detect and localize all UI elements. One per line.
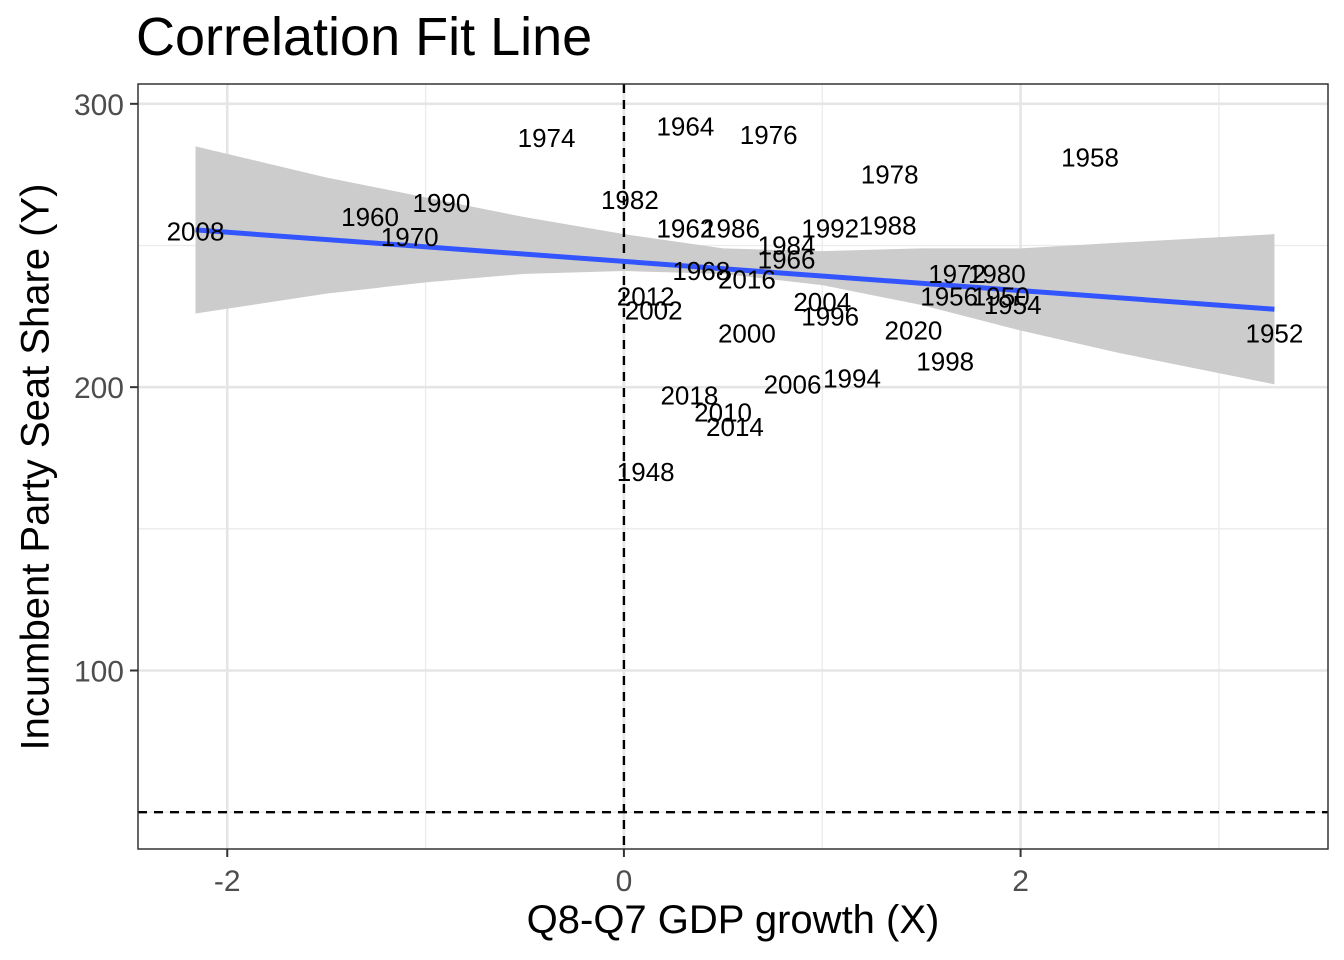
point-label-1954: 1954 bbox=[984, 290, 1042, 320]
point-label-1998: 1998 bbox=[916, 347, 974, 377]
point-label-1990: 1990 bbox=[413, 188, 471, 218]
chart-title: Correlation Fit Line bbox=[136, 7, 593, 67]
point-label-2012: 2012 bbox=[617, 282, 675, 312]
point-label-1976: 1976 bbox=[740, 120, 798, 150]
confidence-band bbox=[195, 146, 1275, 385]
point-labels: 2008 1960 1990 1970 1974 1964 1976 198219621986… bbox=[167, 112, 1304, 488]
x-tick-label: 0 bbox=[616, 865, 633, 898]
point-label-2008: 2008 bbox=[167, 216, 225, 246]
point-label-2020: 2020 bbox=[885, 316, 943, 346]
fit-line bbox=[195, 227, 1275, 312]
point-label-1978: 1978 bbox=[861, 160, 919, 190]
point-label-2006: 2006 bbox=[764, 369, 822, 399]
point-label-1974: 1974 bbox=[518, 123, 576, 153]
fit-line-group bbox=[195, 227, 1275, 312]
point-label-2004: 2004 bbox=[793, 287, 851, 317]
axes-frame bbox=[137, 83, 1329, 850]
point-label-1968: 1968 bbox=[672, 256, 730, 286]
point-label-2014: 2014 bbox=[706, 412, 764, 442]
y-axis-title: Incumbent Party Seat Share (Y) bbox=[13, 183, 58, 751]
point-label-1984: 1984 bbox=[758, 231, 816, 261]
point-label-1988: 1988 bbox=[859, 211, 917, 241]
x-tick-label: 2 bbox=[1012, 865, 1029, 898]
point-label-1966: 1966 bbox=[758, 245, 816, 275]
x-tick-label: -2 bbox=[214, 865, 241, 898]
point-label-2018: 2018 bbox=[660, 381, 718, 411]
point-label-1964: 1964 bbox=[656, 112, 714, 142]
panel-border bbox=[137, 83, 1329, 850]
point-label-1950: 1950 bbox=[972, 282, 1030, 312]
y-tick-label: 100 bbox=[74, 656, 124, 689]
point-label-1996: 1996 bbox=[801, 301, 859, 331]
point-label-1992: 1992 bbox=[801, 214, 859, 244]
point-label-1956: 1956 bbox=[920, 282, 978, 312]
point-label-1970: 1970 bbox=[381, 222, 439, 252]
point-label-1952: 1952 bbox=[1246, 318, 1304, 348]
point-label-1982: 1982 bbox=[601, 185, 659, 215]
point-label-2002: 2002 bbox=[625, 296, 683, 326]
x-axis-title: Q8-Q7 GDP growth (X) bbox=[526, 898, 940, 942]
y-tick-label: 300 bbox=[74, 89, 124, 122]
point-label-2000: 2000 bbox=[718, 318, 776, 348]
point-label-2016: 2016 bbox=[718, 265, 776, 295]
y-tick-label: 200 bbox=[74, 372, 124, 405]
point-label-1980: 1980 bbox=[968, 259, 1026, 289]
point-label-1972: 1972 bbox=[928, 259, 986, 289]
point-label-1994: 1994 bbox=[823, 364, 881, 394]
point-label-1948: 1948 bbox=[617, 457, 675, 487]
point-label-1962: 1962 bbox=[656, 214, 714, 244]
point-label-2010: 2010 bbox=[694, 398, 752, 428]
axis-ticks: -2 0 2 100 200 300 bbox=[74, 89, 1029, 898]
point-label-1958: 1958 bbox=[1061, 143, 1119, 173]
confidence-band-group bbox=[195, 146, 1275, 385]
point-label-1960: 1960 bbox=[341, 202, 399, 232]
point-label-1986: 1986 bbox=[702, 214, 760, 244]
reference-lines bbox=[138, 84, 1328, 849]
